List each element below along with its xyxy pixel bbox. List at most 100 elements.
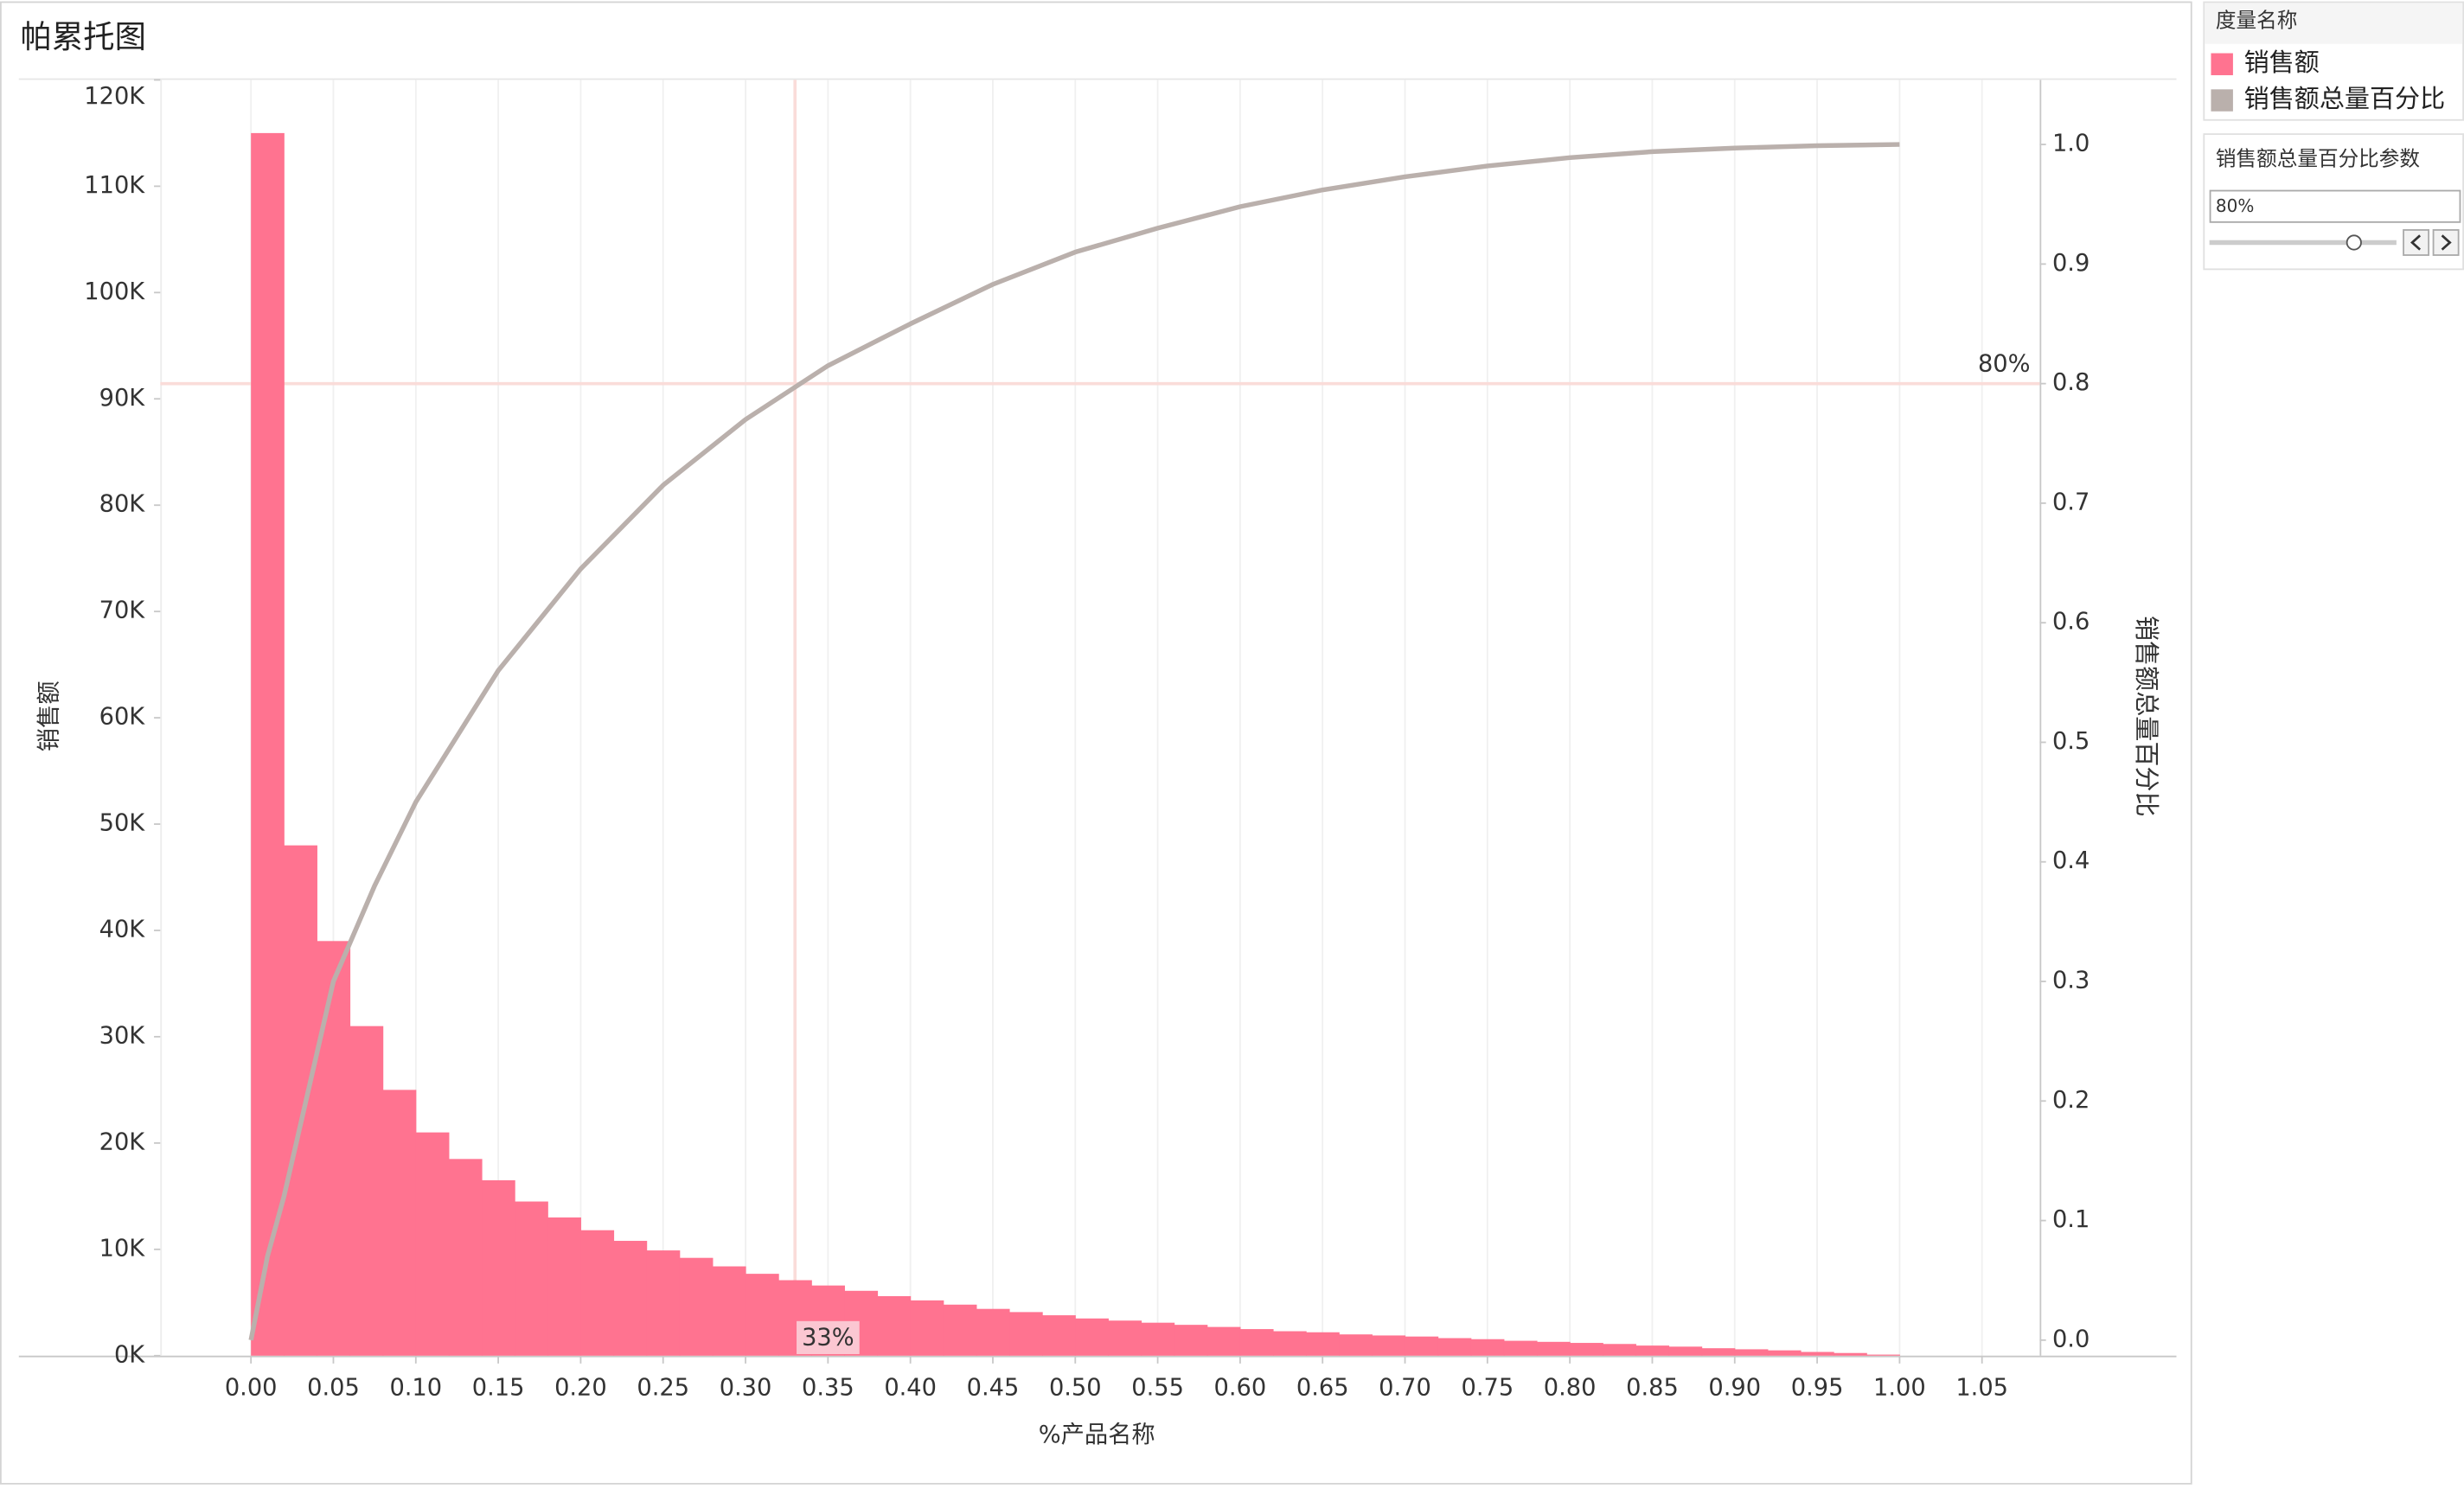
x-axis-title: %产品名称 [1039, 1422, 1155, 1448]
y-tick-label: 50K [99, 810, 146, 837]
parameter-panel: 销售额总量百分比参数 80% [2203, 133, 2464, 271]
chart-title: 帕累托图 [21, 18, 146, 55]
slider-thumb[interactable] [2346, 234, 2362, 251]
y-tick-label: 20K [99, 1128, 146, 1155]
x-tick-label: 0.75 [1461, 1374, 1514, 1401]
x-tick-label: 0.00 [225, 1374, 278, 1401]
bar [580, 1230, 615, 1356]
bar [613, 1241, 648, 1356]
bar [1009, 1312, 1043, 1356]
y-tick-label: 30K [99, 1022, 146, 1049]
y2-tick-label: 0.6 [2052, 609, 2090, 636]
reference-label: 33% [802, 1324, 854, 1351]
y-axis-title: 销售额 [36, 681, 63, 751]
bar [547, 1217, 581, 1356]
y-tick-label: 100K [84, 278, 145, 305]
y2-tick-label: 0.4 [2052, 847, 2090, 874]
bar [284, 845, 317, 1356]
legend-swatch [2211, 89, 2233, 112]
bar [415, 1132, 450, 1356]
bar [1668, 1346, 1703, 1356]
legend-swatch [2211, 53, 2233, 75]
bar [1405, 1336, 1439, 1356]
bar [1206, 1326, 1241, 1356]
y-tick-label: 120K [84, 83, 145, 110]
x-tick-label: 0.90 [1708, 1374, 1761, 1401]
y2-tick-label: 0.1 [2052, 1206, 2090, 1233]
bar [877, 1295, 912, 1356]
bar [976, 1308, 1010, 1356]
y-tick-label: 80K [99, 491, 146, 518]
x-tick-label: 1.00 [1873, 1374, 1926, 1401]
reference-label-bg [797, 1320, 860, 1354]
prev-button[interactable] [2403, 229, 2430, 256]
bar [1075, 1318, 1109, 1356]
y2-tick-label: 0.3 [2052, 968, 2090, 994]
x-tick-label: 0.60 [1214, 1374, 1267, 1401]
x-tick-label: 0.80 [1544, 1374, 1597, 1401]
reference-label: 80% [1978, 350, 2031, 377]
bar [746, 1274, 779, 1356]
y-tick-label: 0K [114, 1341, 145, 1368]
line [248, 142, 1900, 1341]
parameter-title: 销售额总量百分比参数 [2216, 147, 2420, 171]
bar [1306, 1332, 1340, 1356]
x-tick-label: 0.95 [1791, 1374, 1844, 1401]
bar [1603, 1344, 1636, 1356]
x-tick-label: 0.50 [1049, 1374, 1102, 1401]
bar [1108, 1320, 1142, 1356]
next-icon [2441, 234, 2452, 251]
y2-tick-label: 0.9 [2052, 250, 2090, 277]
parameter-input[interactable] [2209, 189, 2461, 223]
bar [646, 1250, 681, 1356]
x-tick-label: 0.05 [307, 1374, 360, 1401]
bar [1635, 1345, 1670, 1356]
bar [1734, 1349, 1769, 1356]
bar [679, 1257, 714, 1356]
y2-tick-label: 0.7 [2052, 489, 2090, 515]
x-tick-label: 0.30 [720, 1374, 772, 1401]
bar [1503, 1340, 1538, 1356]
y-tick-label: 90K [99, 385, 146, 412]
x-tick-label: 0.40 [884, 1374, 937, 1401]
x-tick-label: 0.45 [967, 1374, 1020, 1401]
bar [251, 132, 285, 1356]
y-tick-label: 60K [99, 704, 146, 731]
y-tick-label: 10K [99, 1235, 146, 1262]
bar [1042, 1315, 1076, 1356]
bar [1372, 1335, 1406, 1356]
legend-title: 度量名称 [2216, 9, 2297, 33]
bar [1437, 1338, 1472, 1356]
bar [1339, 1334, 1373, 1356]
bar [448, 1159, 483, 1356]
bar [1273, 1331, 1307, 1356]
bar [943, 1304, 977, 1356]
x-tick-label: 0.65 [1296, 1374, 1349, 1401]
y2-tick-label: 1.0 [2052, 131, 2090, 157]
y2-tick-label: 0.0 [2052, 1326, 2090, 1352]
y2-axis-title: 销售额总量百分比 [2132, 616, 2161, 817]
x-tick-label: 0.25 [637, 1374, 689, 1401]
prev-icon [2410, 234, 2422, 251]
x-tick-label: 0.10 [389, 1374, 442, 1401]
bar [910, 1300, 944, 1356]
bar [482, 1179, 515, 1356]
x-tick-label: 0.15 [472, 1374, 525, 1401]
next-button[interactable] [2432, 229, 2460, 256]
bar [1701, 1348, 1736, 1356]
plot-area [154, 79, 2046, 1364]
bar [317, 941, 351, 1356]
x-tick-label: 0.85 [1626, 1374, 1679, 1401]
x-tick-label: 0.55 [1131, 1374, 1184, 1401]
x-tick-label: 0.70 [1379, 1374, 1431, 1401]
y-tick-label: 110K [84, 172, 145, 199]
bar [1141, 1322, 1175, 1356]
y2-tick-label: 0.5 [2052, 728, 2090, 755]
legend-header [2205, 3, 2463, 44]
bar [1239, 1329, 1274, 1356]
y2-tick-label: 0.8 [2052, 369, 2090, 396]
x-tick-label: 1.05 [1955, 1374, 2008, 1401]
legend-label: 销售额 [2244, 48, 2320, 77]
